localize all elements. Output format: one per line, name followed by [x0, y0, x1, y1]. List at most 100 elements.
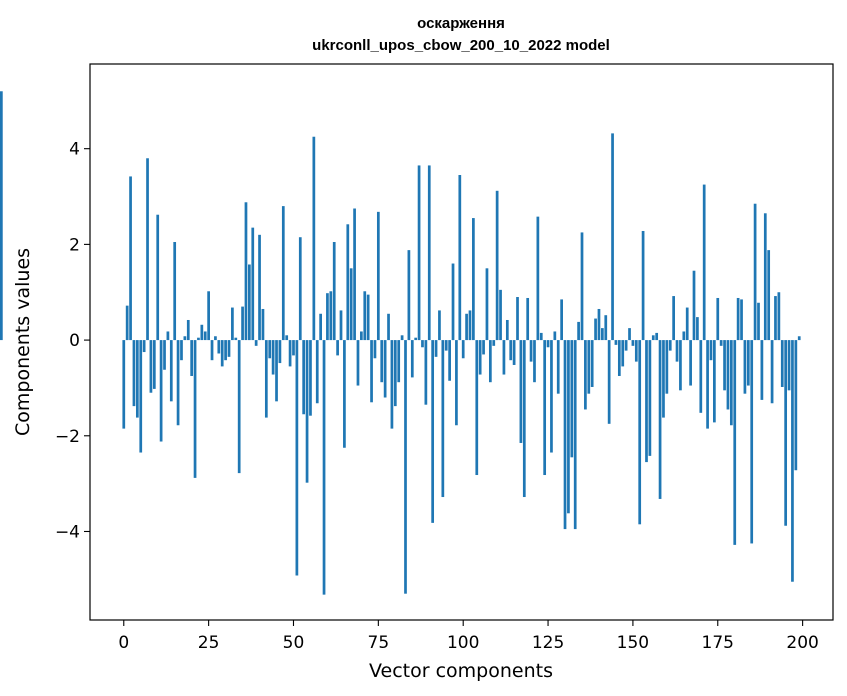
bar: [326, 293, 329, 341]
bar: [458, 175, 462, 341]
bar: [662, 340, 665, 418]
bar: [214, 336, 217, 341]
bar: [546, 340, 550, 348]
bar: [0, 91, 3, 341]
bar: [298, 237, 302, 341]
bar: [292, 340, 295, 356]
bar: [509, 340, 513, 361]
bar: [312, 136, 316, 341]
bar: [533, 340, 536, 383]
bar: [628, 328, 631, 341]
bar: [414, 337, 418, 341]
bar: [743, 340, 747, 394]
bar: [767, 250, 771, 341]
bar: [729, 340, 733, 426]
bar: [339, 310, 343, 341]
bar: [655, 332, 659, 341]
bar: [733, 340, 737, 545]
bar: [502, 340, 506, 375]
bar: [746, 340, 750, 386]
bar: [380, 340, 384, 383]
x-axis-ticks: 0 25 50 75 100 125 150 175 200: [118, 620, 819, 653]
bar: [675, 340, 679, 362]
bar: [556, 340, 560, 394]
x-tick-label: 200: [786, 633, 818, 653]
bar: [682, 331, 686, 341]
bar: [716, 297, 720, 341]
bar: [468, 310, 472, 341]
bar: [404, 340, 407, 594]
bar: [190, 340, 194, 376]
bar: [601, 328, 604, 341]
bar: [604, 315, 608, 341]
bar: [346, 224, 350, 341]
x-tick-label: 150: [617, 633, 649, 653]
bar: [645, 340, 648, 463]
bar: [163, 340, 166, 370]
bar: [631, 340, 635, 346]
bar: [183, 336, 187, 341]
x-tick-label: 0: [118, 633, 129, 653]
bar: [241, 306, 244, 341]
bar: [638, 340, 642, 525]
x-tick-label: 25: [198, 633, 220, 653]
bar: [750, 340, 754, 544]
bar: [156, 214, 160, 341]
bar: [577, 321, 580, 341]
bar: [285, 335, 289, 341]
bar: [478, 340, 482, 375]
bar: [217, 340, 221, 354]
bar: [207, 291, 210, 341]
bar: [152, 340, 156, 389]
bar: [797, 336, 801, 341]
bar: [651, 335, 655, 341]
bar: [634, 340, 638, 362]
bar: [740, 299, 743, 341]
bar: [410, 340, 414, 378]
y-axis-ticks: −4 −2 0 2 4: [55, 140, 90, 542]
bar: [448, 340, 451, 381]
bar: [254, 340, 258, 346]
plot-frame: [89, 63, 834, 621]
bar: [166, 331, 170, 341]
bar: [736, 297, 740, 341]
bar: [431, 340, 435, 523]
bar: [237, 340, 241, 474]
bar: [573, 340, 577, 530]
bar: [251, 227, 255, 341]
y-tick-label: 0: [69, 331, 80, 351]
bar: [590, 340, 594, 387]
bar: [757, 302, 760, 341]
bar: [248, 264, 251, 341]
bar: [370, 340, 373, 403]
bar: [397, 340, 401, 383]
bar: [271, 340, 275, 375]
bar: [139, 340, 143, 453]
bar: [621, 340, 625, 367]
bar: [197, 337, 200, 341]
bar: [288, 340, 292, 367]
bar: [336, 340, 339, 356]
bar: [360, 331, 363, 341]
bar: [176, 340, 180, 426]
bar: [614, 340, 618, 345]
bar: [713, 340, 716, 423]
bar: [363, 291, 367, 341]
bar: [499, 289, 502, 341]
bar: [132, 340, 136, 407]
bar: [169, 340, 173, 402]
bar: [475, 340, 479, 476]
bar: [594, 318, 597, 341]
bar: [159, 340, 163, 442]
bar: [390, 340, 394, 429]
bar: [441, 340, 445, 498]
bar: [234, 337, 238, 341]
bar: [794, 340, 798, 471]
bar: [696, 317, 699, 341]
bar: [709, 340, 713, 361]
bar: [516, 297, 519, 341]
bar: [261, 308, 265, 341]
bar: [366, 294, 370, 341]
bar: [455, 340, 458, 426]
bar: [679, 340, 682, 391]
